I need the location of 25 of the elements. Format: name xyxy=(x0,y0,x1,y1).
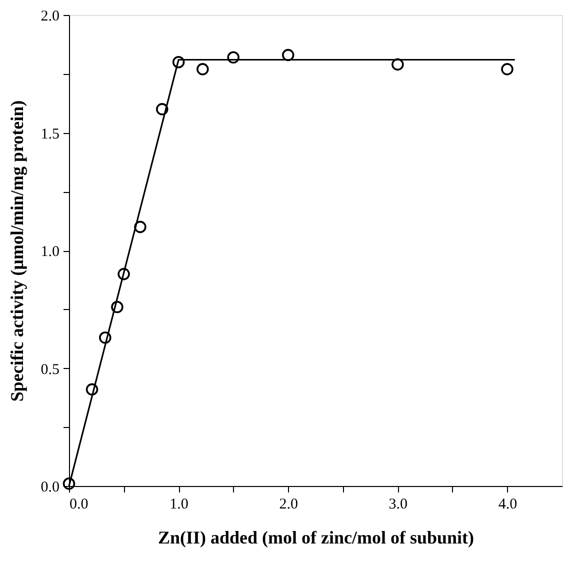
point xyxy=(172,56,185,68)
point xyxy=(62,478,76,490)
x-tick-label: 2.0 xyxy=(279,496,298,512)
point xyxy=(501,63,514,76)
point xyxy=(282,48,294,62)
point xyxy=(118,268,130,280)
point xyxy=(99,332,112,344)
point xyxy=(156,103,168,116)
y-tick-label: 2.0 xyxy=(40,8,60,24)
x-tick-label: 1.0 xyxy=(170,496,188,512)
point xyxy=(86,383,98,396)
x-tick-label: 3.0 xyxy=(388,496,408,512)
y-tick-label: 1.0 xyxy=(40,244,60,260)
y-tick-label: 0.0 xyxy=(40,480,60,496)
x-tick-label: 0.0 xyxy=(70,496,88,512)
point xyxy=(392,58,404,71)
x-axis-title: Zn(II) added (mol of zinc/mol of subunit) xyxy=(158,528,474,548)
point xyxy=(196,63,209,76)
point xyxy=(227,51,240,64)
point xyxy=(134,220,146,234)
y-axis-title: Specific activity (μmol/min/mg protein) xyxy=(6,100,27,402)
y-tick-label: 1.5 xyxy=(40,126,60,142)
x-tick-label: 4.0 xyxy=(498,496,518,512)
point xyxy=(111,300,124,314)
y-tick-label: 0.5 xyxy=(40,362,60,378)
